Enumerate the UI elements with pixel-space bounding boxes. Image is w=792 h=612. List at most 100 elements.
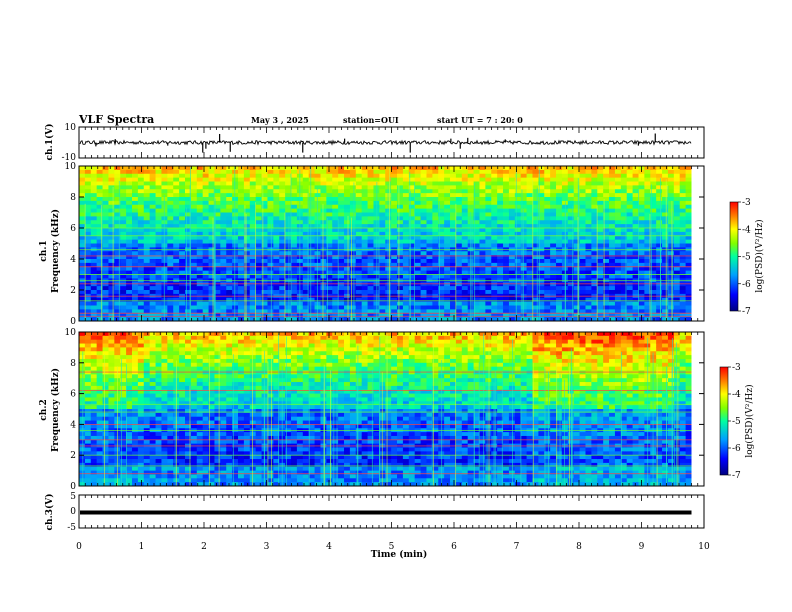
spec-cell [96,185,103,190]
spec-cell [285,255,292,260]
spec-cell [344,317,351,322]
spec-cell [556,286,563,291]
spec-cell [220,270,227,275]
spec-cell [90,435,98,441]
spec-cell [90,439,98,445]
spec-cell [196,208,204,213]
spec-cell [391,255,398,260]
spec-cell [662,243,669,248]
spec-cell [632,297,639,303]
spec-cell [414,212,421,217]
spec-cell [273,282,280,287]
spec-cell [161,447,168,452]
spec-cell [84,370,92,375]
spec-cell [420,193,427,198]
spec-cell [514,290,522,295]
spec-cell [397,262,404,268]
spec-cell [438,262,445,268]
spec-cell [426,224,433,229]
spec-cell [84,286,92,291]
spec-cell [432,228,439,233]
spec-cell [614,282,622,287]
spec-cell [667,189,675,194]
spec-cell [455,243,463,248]
spec-cell [556,197,563,202]
spec-cell [167,385,174,391]
spec-cell [196,204,204,210]
spec-cell [367,266,374,272]
spec-cell [190,255,198,260]
spec-cell [167,286,174,291]
spec-cell [273,313,280,318]
spec-cell [485,305,492,310]
spec-cell [291,173,298,179]
spec-cell [273,204,280,210]
spec-cell [550,204,557,210]
spec-cell [208,193,215,198]
spec-cell [597,197,604,202]
spec-cell [614,177,622,182]
spec-cell [279,197,286,202]
spec-cell [638,297,645,303]
spec-cell [397,166,404,171]
spec-cell [656,270,663,275]
spec-cell [84,243,92,248]
spec-cell [614,181,622,186]
spec-cell [132,462,139,468]
spec-cell [173,266,180,272]
spec-cell [662,200,669,206]
spec-cell [332,177,339,182]
spec-cell [667,181,675,186]
spec-cell [667,282,675,287]
spec-cell [544,282,551,287]
spec-cell [414,255,421,260]
spec-cell [467,173,474,179]
spec-cell [438,282,445,287]
spec-cell [338,193,345,198]
spec-cell [96,317,103,322]
spec-cell [326,173,333,179]
spec-cell [108,358,115,364]
spec-cell [673,262,681,268]
spec-cell [597,243,604,248]
spec-cell [137,482,145,487]
spec-cell [84,382,92,387]
spec-cell [84,251,92,256]
spec-cell [503,270,510,275]
spec-cell [408,181,416,186]
spec-cell [344,270,351,275]
spec-cell [332,270,339,275]
spec-cell [573,317,580,322]
spec-cell [650,282,657,287]
spec-cell [397,305,404,310]
spec-cell [550,270,557,275]
spec-cell [638,189,645,194]
spec-cell [173,270,180,275]
spec-cell [114,224,121,229]
spec-cell [544,193,551,198]
spec-cell [444,297,451,303]
spec-cell [84,466,92,471]
spec-cell [167,401,174,406]
spec-cell [302,266,310,272]
spec-cell [550,313,557,318]
spec-cell [626,313,634,318]
spec-cell [597,235,604,241]
spec-cell [326,317,333,322]
spec-cell [96,447,103,452]
spec-cell [638,228,645,233]
station-label: station=OUI [343,115,399,125]
spec-cell [332,305,339,310]
spec-cell [120,378,127,383]
spec-cell [644,255,651,260]
spec-cell [190,282,198,287]
spec-cell [196,177,204,182]
spec-cell [185,212,192,217]
spec-cell [503,220,510,225]
spec-cell [167,166,174,171]
spec-cell [232,251,239,256]
spec-cell [349,181,357,186]
spec-cell [132,212,139,217]
spec-cell [102,439,109,445]
spec-cell [332,255,339,260]
